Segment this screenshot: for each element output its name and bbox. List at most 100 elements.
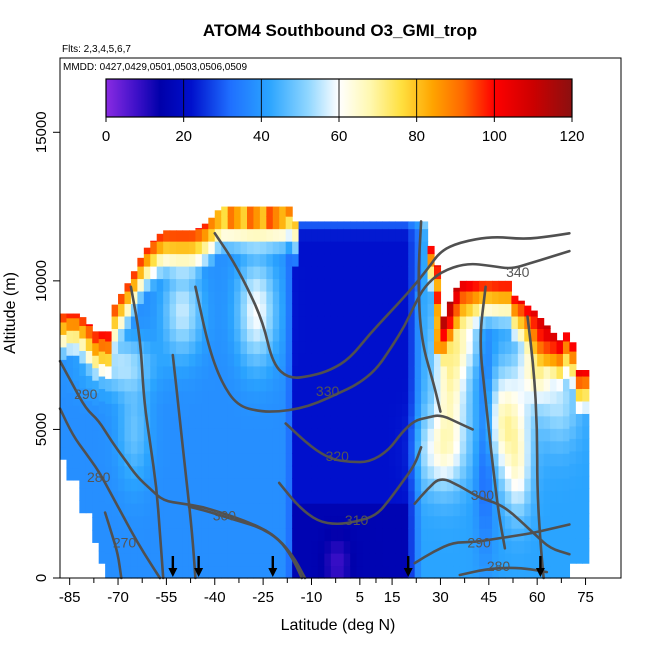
heatmap-cell bbox=[150, 478, 158, 492]
heatmap-cell bbox=[382, 328, 390, 342]
heatmap-cell bbox=[511, 453, 519, 467]
heatmap-cell bbox=[466, 540, 474, 554]
heatmap-cell bbox=[562, 332, 571, 342]
heatmap-cell bbox=[98, 388, 106, 402]
heatmap-cell bbox=[453, 490, 461, 504]
heatmap-cell bbox=[537, 378, 545, 392]
heatmap-cell bbox=[156, 478, 164, 492]
heatmap-cell bbox=[163, 553, 171, 567]
heatmap-cell bbox=[298, 353, 306, 367]
heatmap-cell bbox=[453, 353, 461, 367]
heatmap-cell bbox=[227, 315, 235, 329]
heatmap-cell bbox=[98, 450, 106, 464]
heatmap-cell bbox=[143, 340, 151, 354]
heatmap-cell bbox=[195, 390, 203, 404]
heatmap-cell bbox=[530, 553, 538, 567]
heatmap-cell bbox=[524, 305, 532, 317]
heatmap-cell bbox=[234, 365, 242, 379]
heatmap-cell bbox=[317, 221, 325, 230]
heatmap-cell bbox=[305, 303, 313, 317]
heatmap-cell bbox=[143, 465, 151, 479]
heatmap-cell bbox=[485, 315, 493, 329]
heatmap-cell bbox=[427, 266, 435, 280]
heatmap-cell bbox=[317, 553, 325, 567]
heatmap-cell bbox=[440, 465, 448, 479]
heatmap-cell bbox=[446, 553, 454, 567]
heatmap-cell bbox=[369, 266, 377, 280]
heatmap-cell bbox=[240, 353, 248, 367]
heatmap-cell bbox=[176, 553, 184, 567]
heatmap-cell bbox=[60, 434, 68, 448]
heatmap-cell bbox=[60, 313, 68, 323]
heatmap-cell bbox=[234, 378, 242, 392]
heatmap-cell bbox=[234, 565, 242, 579]
heatmap-cell bbox=[221, 415, 229, 429]
heatmap-cell bbox=[550, 515, 558, 529]
heatmap-cell bbox=[221, 206, 229, 217]
heatmap-cell bbox=[511, 340, 519, 354]
heatmap-cell bbox=[240, 503, 248, 517]
heatmap-cell bbox=[163, 478, 171, 492]
heatmap-cell bbox=[492, 428, 500, 442]
heatmap-cell bbox=[98, 400, 106, 414]
heatmap-cell bbox=[569, 413, 577, 427]
heatmap-cell bbox=[511, 403, 519, 417]
heatmap-cell bbox=[298, 241, 306, 255]
heatmap-cell bbox=[279, 378, 287, 392]
heatmap-cell bbox=[292, 528, 300, 542]
heatmap-cell bbox=[247, 216, 255, 230]
heatmap-cell bbox=[111, 415, 119, 429]
heatmap-cell bbox=[382, 228, 390, 242]
heatmap-cell bbox=[111, 553, 119, 567]
heatmap-cell bbox=[388, 378, 396, 392]
heatmap-cell bbox=[356, 290, 364, 305]
heatmap-cell bbox=[453, 503, 461, 517]
heatmap-cell bbox=[311, 565, 319, 579]
heatmap-cell bbox=[330, 553, 338, 567]
heatmap-cell bbox=[556, 378, 564, 392]
heatmap-cell bbox=[214, 515, 222, 529]
heatmap-cell bbox=[188, 365, 197, 379]
heatmap-cell bbox=[60, 421, 68, 435]
heatmap-cell bbox=[272, 490, 280, 504]
heatmap-cell bbox=[530, 415, 538, 429]
heatmap-cell bbox=[453, 315, 461, 329]
contour-label: 320 bbox=[326, 448, 350, 464]
heatmap-cell bbox=[130, 503, 138, 517]
heatmap-cell bbox=[292, 253, 300, 267]
dates-subtitle: MMDD: 0427,0429,0501,0503,0506,0509 bbox=[63, 62, 247, 73]
heatmap-cell bbox=[227, 528, 235, 542]
heatmap-cell bbox=[305, 515, 313, 529]
heatmap-cell bbox=[388, 528, 396, 542]
heatmap-cell bbox=[395, 515, 403, 529]
heatmap-cell bbox=[504, 403, 512, 417]
heatmap-cell bbox=[485, 340, 493, 354]
heatmap-cell bbox=[511, 365, 519, 379]
heatmap-cell bbox=[472, 280, 480, 292]
heatmap-cell bbox=[79, 375, 87, 389]
heatmap-cell bbox=[479, 390, 487, 404]
heatmap-cell bbox=[195, 378, 203, 392]
heatmap-cell bbox=[266, 490, 274, 504]
heatmap-cell bbox=[414, 478, 422, 492]
heatmap-cell bbox=[195, 278, 203, 292]
heatmap-cell bbox=[324, 253, 332, 267]
heatmap-cell bbox=[221, 490, 229, 504]
heatmap-cell bbox=[337, 303, 345, 317]
heatmap-cell bbox=[201, 515, 209, 529]
heatmap-cell bbox=[330, 465, 338, 479]
heatmap-cell bbox=[382, 528, 390, 542]
heatmap-cell bbox=[337, 328, 345, 342]
heatmap-cell bbox=[582, 438, 590, 452]
heatmap-cell bbox=[562, 365, 571, 379]
heatmap-cell bbox=[85, 425, 93, 439]
heatmap-cell bbox=[330, 528, 338, 542]
heatmap-cell bbox=[330, 241, 338, 255]
heatmap-cell bbox=[298, 528, 306, 542]
heatmap-cell bbox=[466, 453, 474, 467]
heatmap-cell bbox=[350, 328, 358, 342]
heatmap-cell bbox=[466, 440, 474, 454]
heatmap-cell bbox=[79, 387, 87, 401]
heatmap-cell bbox=[408, 503, 416, 517]
heatmap-cell bbox=[150, 240, 158, 242]
